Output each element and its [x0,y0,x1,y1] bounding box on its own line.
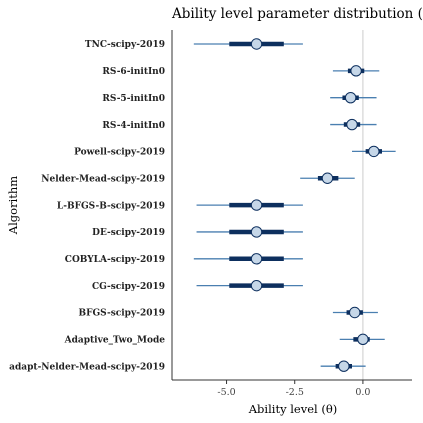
interval-row [320,360,366,372]
category-label: RS-6-initIn0 [102,67,165,77]
category-label: Powell-scipy-2019 [74,148,165,158]
y-axis-title: Algorithm [6,176,20,235]
median-point [350,65,362,77]
x-axis-title: Ability level (θ) [248,402,338,416]
category-label: RS-5-initIn0 [102,94,165,104]
interval-row [332,65,380,77]
interval-row [196,279,303,292]
category-label: L-BFGS-B-scipy-2019 [57,201,165,211]
interval-row [300,172,355,184]
median-point [321,172,334,184]
x-tick-label: 0.0 [355,387,370,398]
interval-row [196,199,303,211]
interval-marks [193,38,396,372]
category-label: TNC-scipy-2019 [85,40,165,50]
median-point [250,279,263,292]
interval-row [196,226,303,238]
category-label: Adaptive_Two_Mode [64,336,166,346]
median-point [250,226,263,238]
median-point [349,306,361,319]
median-point [250,253,263,265]
interval-row [339,333,385,346]
category-label: DE-scipy-2019 [92,228,165,238]
category-label: CG-scipy-2019 [92,282,165,292]
interval-row [330,92,377,104]
median-point [357,333,369,346]
interval-row [193,253,303,265]
interval-row [193,38,303,50]
chart-title: Ability level parameter distribution (B [171,6,423,22]
x-tick-label: -5.0 [217,387,235,398]
category-label: RS-4-initIn0 [102,121,165,131]
category-label: COBYLA-scipy-2019 [65,255,165,265]
median-point [346,118,358,131]
category-label: BFGS-scipy-2019 [78,309,165,319]
category-label: Nelder-Mead-scipy-2019 [41,174,165,184]
interval-row [330,118,377,131]
median-point [368,145,380,158]
interval-row [352,145,396,158]
median-point [250,38,263,50]
category-label: adapt-Nelder-Mead-scipy-2019 [9,362,165,372]
interval-row [332,306,378,319]
x-axis: -5.0 -2.5 0.0 [171,30,412,398]
median-point [250,199,263,211]
x-tick-label: -2.5 [286,387,304,398]
median-point [338,360,350,372]
category-labels: TNC-scipy-2019 RS-6-initIn0 RS-5-initIn0 RS… [9,40,165,372]
median-point [344,92,357,104]
